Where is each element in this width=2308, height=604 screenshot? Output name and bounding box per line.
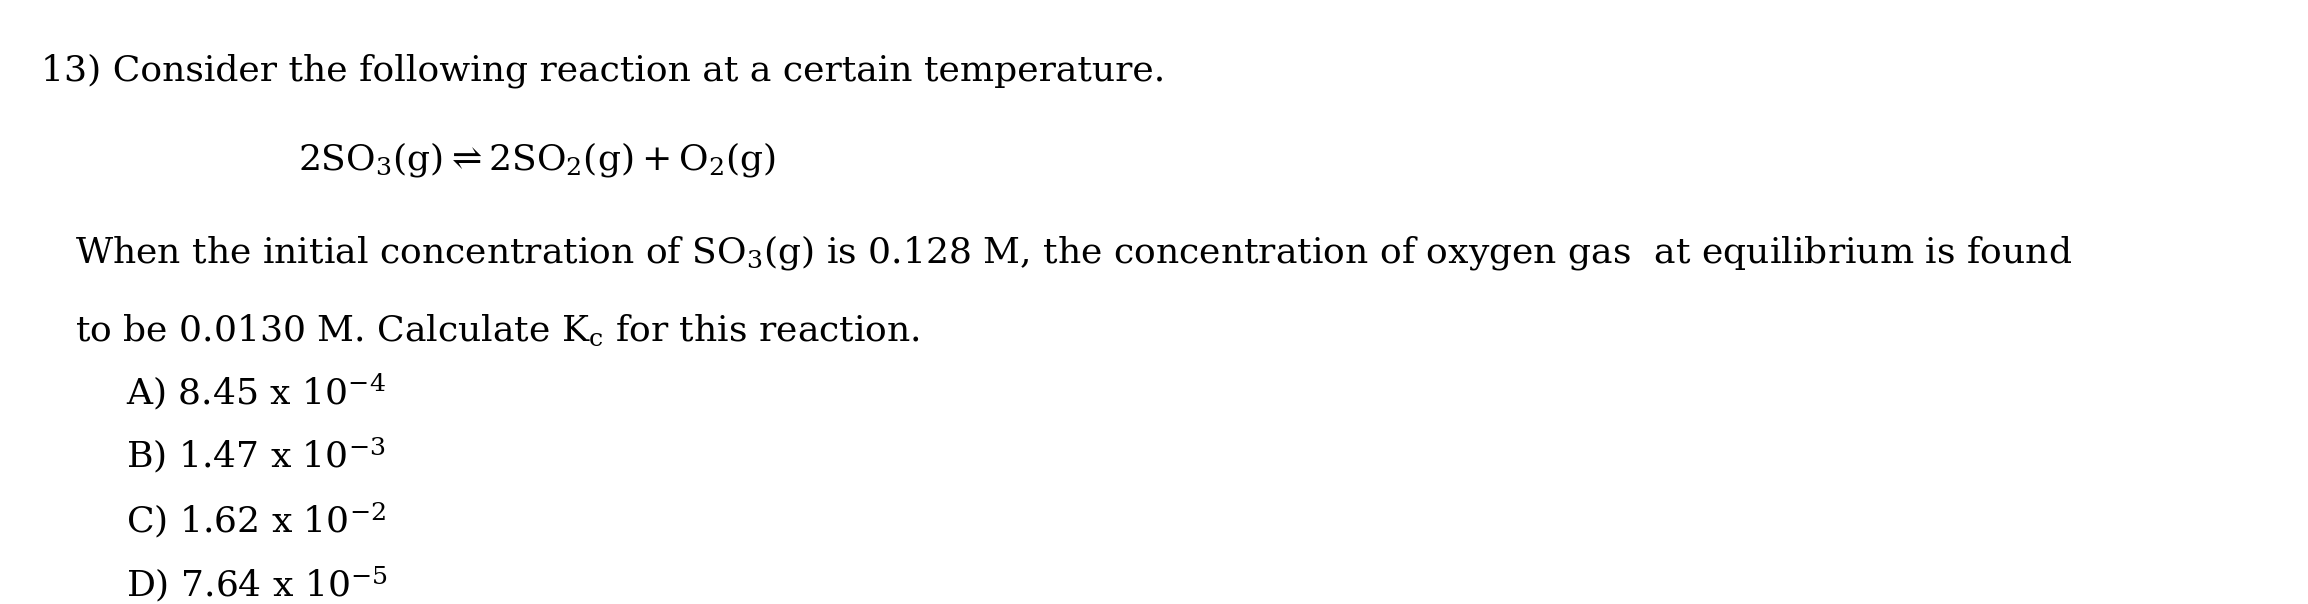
Text: C) 1.62 x $\mathregular{10^{-2}}$: C) 1.62 x $\mathregular{10^{-2}}$ [127, 500, 385, 539]
Text: When the initial concentration of $\mathregular{SO_3}$(g) is 0.128 M, the concen: When the initial concentration of $\math… [76, 233, 2073, 272]
Text: $\mathregular{2SO_3(g) \rightleftharpoons 2SO_2(g) + O_2(g)}$: $\mathregular{2SO_3(g) \rightleftharpoon… [298, 140, 775, 179]
Text: A) 8.45 x $\mathregular{10^{-4}}$: A) 8.45 x $\mathregular{10^{-4}}$ [127, 371, 385, 412]
Text: D) 7.64 x $\mathregular{10^{-5}}$: D) 7.64 x $\mathregular{10^{-5}}$ [127, 564, 388, 603]
Text: 13) Consider the following reaction at a certain temperature.: 13) Consider the following reaction at a… [42, 54, 1166, 88]
Text: B) 1.47 x $\mathregular{10^{-3}}$: B) 1.47 x $\mathregular{10^{-3}}$ [127, 435, 385, 475]
Text: to be 0.0130 M. Calculate $\mathregular{K_c}$ for this reaction.: to be 0.0130 M. Calculate $\mathregular{… [76, 312, 921, 348]
